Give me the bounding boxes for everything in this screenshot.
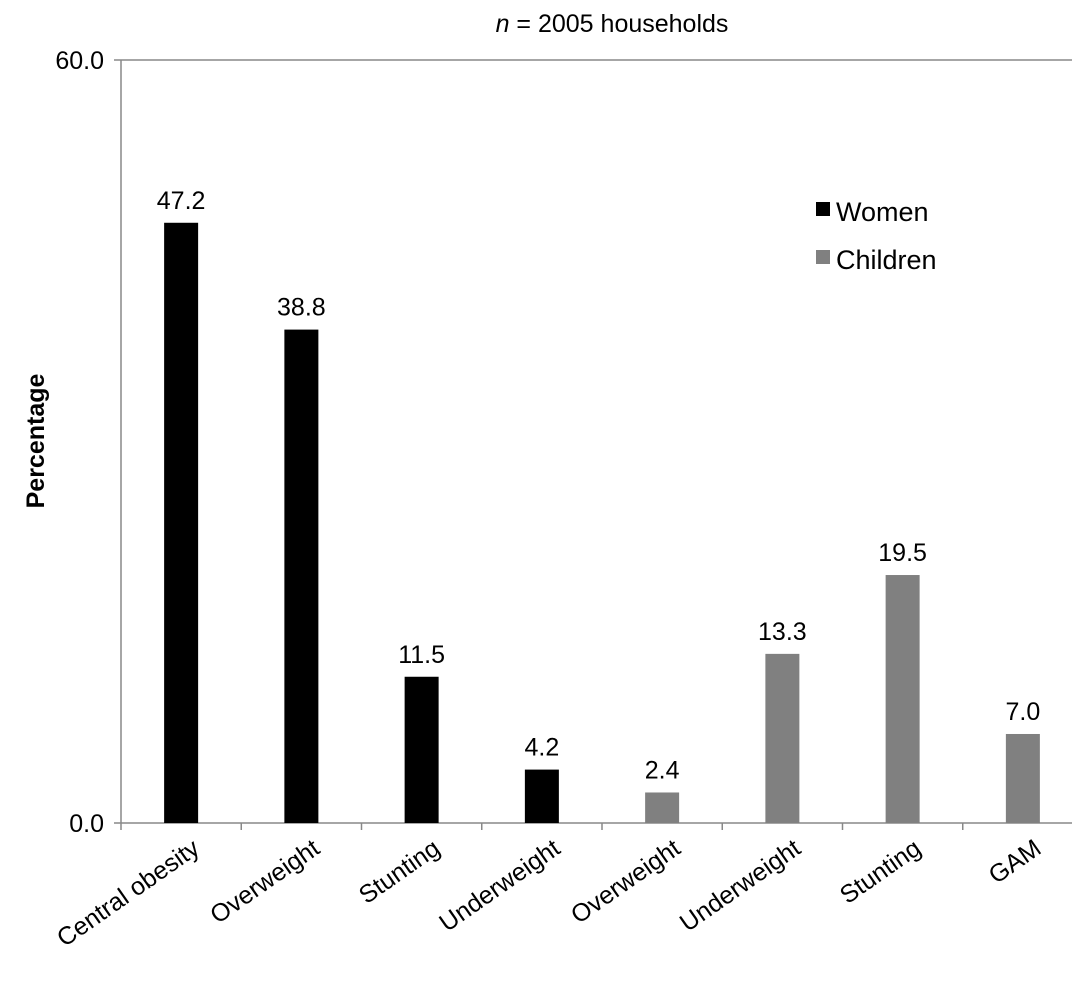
- bar-children-4: [645, 792, 680, 823]
- data-label-2: 11.5: [398, 641, 445, 669]
- value-labels: 47.2 38.8 11.5 4.2 2.4 13.3 19.5 7.0: [157, 187, 1040, 785]
- bar-children-6: [885, 575, 920, 823]
- category-labels: Central obesity Overweight StuntingUnderwe…: [52, 834, 1046, 953]
- legend: Women Children: [816, 197, 937, 275]
- category-label-0: Central obesity: [52, 834, 205, 953]
- data-label-4: 2.4: [645, 756, 680, 784]
- legend-label-women: Women: [836, 197, 929, 227]
- data-label-0: 47.2: [157, 187, 206, 215]
- category-label-2: Stunting: [354, 834, 445, 910]
- data-label-1: 38.8: [277, 294, 326, 322]
- chart-title-rest: = 2005 households: [509, 10, 728, 38]
- data-label-5: 13.3: [758, 618, 807, 646]
- category-label-6: Stunting: [835, 834, 926, 910]
- category-label-3: Underweight: [434, 834, 565, 937]
- data-label-7: 7.0: [1005, 698, 1040, 726]
- chart-title: n = 2005 households: [496, 10, 729, 38]
- category-label-7: GAM: [984, 834, 1047, 890]
- legend-swatch-children: [816, 250, 830, 264]
- legend-label-children: Children: [836, 245, 937, 275]
- legend-swatch-women: [816, 202, 830, 216]
- bar-women-1: [284, 329, 319, 823]
- bar-women-2: [404, 676, 439, 823]
- category-label-4: Overweight: [566, 834, 686, 929]
- bar-children-5: [765, 653, 800, 823]
- y-tick-label-bottom: 0.0: [69, 810, 104, 838]
- data-label-6: 19.5: [878, 539, 927, 567]
- category-label-5: Underweight: [675, 834, 806, 937]
- bar-women-0: [164, 222, 199, 824]
- bars: [164, 222, 1040, 824]
- category-label-1: Overweight: [205, 834, 325, 929]
- x-ticks: [120, 823, 964, 830]
- y-axis-label: Percentage: [22, 374, 50, 509]
- bar-children-7: [1005, 733, 1040, 823]
- data-label-3: 4.2: [524, 734, 559, 762]
- y-tick-label-top: 60.0: [55, 47, 104, 75]
- chart-title-n: n: [496, 10, 510, 38]
- bar-women-3: [524, 769, 559, 823]
